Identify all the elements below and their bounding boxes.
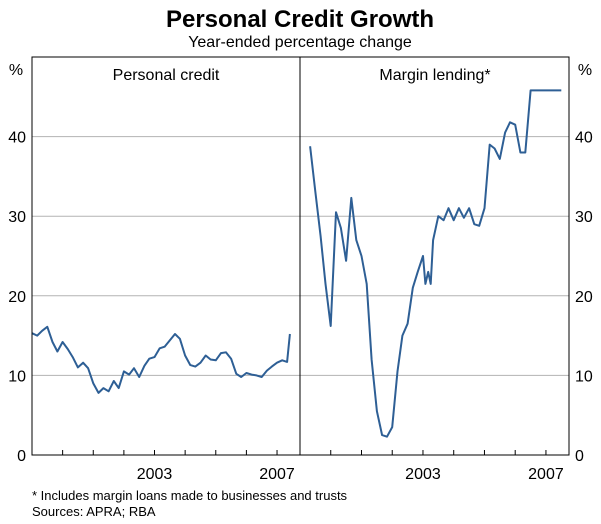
y-tick-label-left: 20 (8, 289, 26, 306)
y-tick-label-left: 10 (8, 368, 26, 385)
panel-title-personal-credit: Personal credit (113, 67, 220, 84)
y-tick-label-right: 30 (575, 209, 593, 226)
series-lines (31, 89, 562, 438)
footnote: * Includes margin loans made to business… (32, 488, 348, 503)
panel-title-margin-lending: Margin lending* (379, 67, 490, 84)
chart-subtitle: Year-ended percentage change (188, 34, 412, 51)
series-line-personal-credit (31, 325, 291, 394)
y-tick-label-left: 40 (8, 130, 26, 147)
tick-labels: 0 0 10 10 20 20 30 30 40 40 2003 2007 2003 2007 (8, 130, 593, 483)
y-tick-label-right: 0 (575, 448, 584, 465)
x-tick-label: 2007 (259, 466, 295, 483)
x-tick-label: 2003 (405, 466, 441, 483)
y-unit-left: % (9, 62, 23, 79)
sources-note: Sources: APRA; RBA (32, 504, 156, 519)
y-tick-label-right: 20 (575, 289, 593, 306)
y-tick-label-left: 0 (17, 448, 26, 465)
y-tick-label-left: 30 (8, 209, 26, 226)
y-tick-label-right: 10 (575, 368, 593, 385)
chart-title: Personal Credit Growth (166, 6, 434, 33)
x-tick-label: 2007 (528, 466, 564, 483)
y-tick-label-right: 40 (575, 130, 593, 147)
series-line-margin-lending (309, 89, 562, 438)
y-unit-right: % (578, 62, 592, 79)
x-tick-label: 2003 (137, 466, 173, 483)
